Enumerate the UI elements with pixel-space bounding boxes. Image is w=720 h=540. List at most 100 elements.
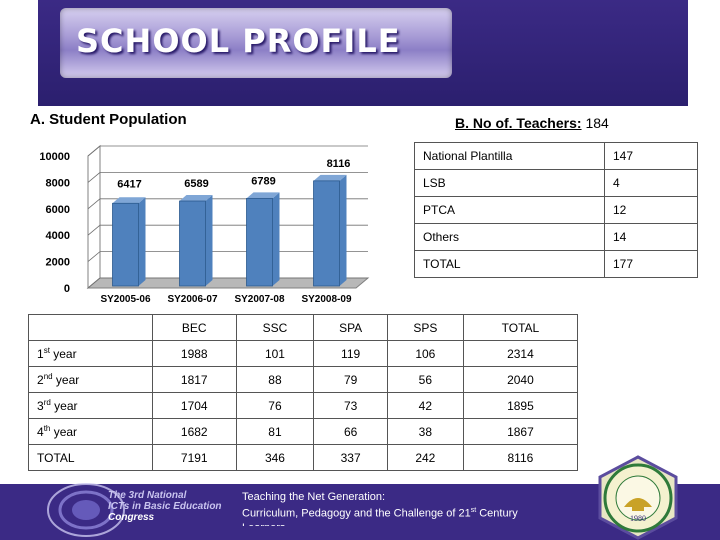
- teacher-count: 177: [604, 250, 698, 278]
- footer-line-1: Teaching the Net Generation:: [242, 491, 386, 503]
- population-row: 1st year 1988 101 119 106 2314: [28, 340, 579, 367]
- population-row: TOTAL 7191 346 337 242 8116: [28, 444, 579, 471]
- population-cell: 346: [235, 444, 315, 471]
- population-header-cell: BEC: [152, 314, 237, 341]
- chart-gridline: [87, 172, 368, 183]
- population-cell: 2040: [462, 366, 579, 393]
- chart-value-label: 6417: [117, 178, 141, 190]
- teacher-count: 12: [604, 196, 698, 224]
- teacher-count: 14: [604, 223, 698, 251]
- population-cell: 66: [313, 418, 388, 445]
- population-row: 3rd year 1704 76 73 42 1895: [28, 392, 579, 419]
- population-cell: 2314: [462, 340, 579, 367]
- population-header-cell: SPA: [313, 314, 388, 341]
- chart-value-label: 6589: [184, 178, 208, 190]
- population-cell: 106: [386, 340, 464, 367]
- chart-ytick-label: 0: [64, 283, 70, 295]
- population-row-label: 4th year: [28, 418, 153, 445]
- population-row-label: 1st year: [28, 340, 153, 367]
- population-cell: 38: [386, 418, 464, 445]
- chart-bar-side: [138, 197, 146, 286]
- footer-theme: Teaching the Net Generation: Curriculum,…: [242, 490, 518, 526]
- teachers-heading-value: 184: [585, 115, 609, 131]
- population-cell: 42: [386, 392, 464, 419]
- teacher-type: TOTAL: [414, 250, 605, 278]
- population-cell: 79: [313, 366, 388, 393]
- population-cell: 1682: [152, 418, 237, 445]
- population-header-cell: TOTAL: [462, 314, 579, 341]
- chart-labels: 0 2000 4000 6000 8000 10000 6417 SY2005-06 6589 S…: [39, 151, 352, 305]
- population-cell: 81: [235, 418, 315, 445]
- teacher-type: LSB: [414, 169, 605, 197]
- student-population-chart: 0 2000 4000 6000 8000 10000 6417 SY2005-06 6589 S…: [39, 144, 370, 305]
- population-cell: 56: [386, 366, 464, 393]
- teacher-count: 4: [604, 169, 698, 197]
- chart-gridline: [87, 145, 368, 157]
- page-title: SCHOOL PROFILE: [76, 22, 401, 60]
- teachers-table: National Plantilla 147 LSB 4 PTCA 12 Others 14 T…: [414, 142, 698, 278]
- chart-grid: [86, 144, 370, 290]
- chart-ytick-label: 6000: [46, 204, 70, 216]
- population-row: 4th year 1682 81 66 38 1867: [28, 418, 579, 445]
- population-row: 2nd year 1817 88 79 56 2040: [28, 366, 579, 393]
- population-cell: 1895: [462, 392, 579, 419]
- population-cell: 7191: [152, 444, 237, 471]
- footer-line-3: Learners: [242, 521, 518, 526]
- population-cell: 1704: [152, 392, 237, 419]
- chart-bar: [179, 200, 206, 287]
- population-cell: 76: [235, 392, 315, 419]
- congress-line-3: Congress: [108, 512, 155, 523]
- population-cell: 119: [313, 340, 388, 367]
- chart-ytick-label: 4000: [46, 230, 70, 242]
- teachers-heading-label: B. No of. Teachers:: [455, 115, 582, 131]
- teachers-row: LSB 4: [414, 169, 698, 197]
- chart-bar: [246, 197, 273, 287]
- congress-line-2: ICTs in Basic Education: [108, 501, 222, 512]
- chart-bar-top: [246, 192, 280, 199]
- student-population-heading: A. Student Population: [30, 111, 187, 128]
- population-cell: 242: [386, 444, 464, 471]
- title-box: [60, 8, 452, 78]
- chart-category-label: SY2006-07: [167, 294, 217, 305]
- teacher-type: PTCA: [414, 196, 605, 224]
- teachers-row: PTCA 12: [414, 196, 698, 224]
- population-cell: 337: [313, 444, 388, 471]
- population-cell: 1867: [462, 418, 579, 445]
- chart-ytick-label: 2000: [46, 257, 70, 269]
- chart-bar: [313, 180, 340, 287]
- chart-value-label: 6789: [251, 175, 275, 187]
- chart-category-label: SY2007-08: [234, 294, 284, 305]
- population-cell: 73: [313, 392, 388, 419]
- population-header-cell: SSC: [235, 314, 315, 341]
- chart-side-wall: [87, 144, 101, 290]
- school-seal-logo: 1980: [598, 455, 678, 540]
- teachers-heading: B. No of. Teachers: 184: [455, 115, 609, 131]
- population-table-header: BEC SSC SPA SPS TOTAL: [28, 314, 579, 341]
- chart-bar-side: [339, 174, 347, 286]
- population-row-label: TOTAL: [28, 444, 153, 471]
- footer-line-2: Curriculum, Pedagogy and the Challenge o…: [242, 507, 518, 520]
- chart-bar-side: [272, 192, 280, 286]
- congress-line-1: The 3rd National: [108, 490, 187, 501]
- teachers-row: TOTAL 177: [414, 250, 698, 278]
- chart-ytick-label: 8000: [46, 177, 70, 189]
- population-row-label: 2nd year: [28, 366, 153, 393]
- population-cell: 8116: [462, 444, 579, 471]
- teacher-type: Others: [414, 223, 605, 251]
- teacher-type: National Plantilla: [414, 142, 605, 170]
- seal-year: 1980: [630, 514, 646, 523]
- chart-bar-top: [112, 197, 146, 204]
- population-row-label: 3rd year: [28, 392, 153, 419]
- chart-value-label: 8116: [327, 158, 351, 170]
- chart-bars: [112, 174, 347, 287]
- population-table: BEC SSC SPA SPS TOTAL 1st year 1988 101 119 106 2…: [28, 314, 579, 471]
- teachers-row: Others 14: [414, 223, 698, 251]
- congress-text: The 3rd National ICTs in Basic Education…: [108, 490, 222, 523]
- population-cell: 1817: [152, 366, 237, 393]
- teachers-row: National Plantilla 147: [414, 142, 698, 170]
- population-cell: 88: [235, 366, 315, 393]
- chart-ytick-label: 10000: [39, 151, 70, 163]
- teacher-count: 147: [604, 142, 698, 170]
- congress-logo: [47, 483, 125, 537]
- population-cell: 1988: [152, 340, 237, 367]
